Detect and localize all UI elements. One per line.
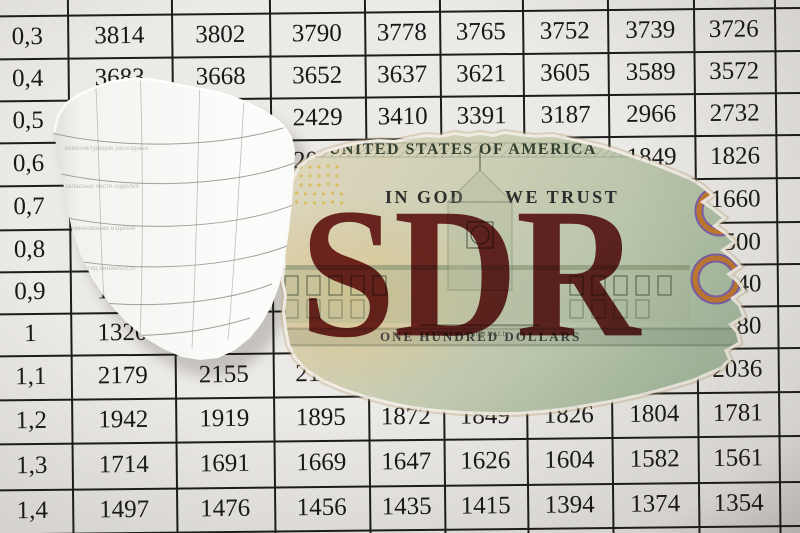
svg-text:комплектующие расходные: комплектующие расходные xyxy=(65,145,149,152)
svg-text:исполнение детали: исполнение детали xyxy=(76,265,135,272)
svg-text:запасные части изделия: запасные части изделия xyxy=(65,183,139,190)
svg-text:наименование изделия: наименование изделия xyxy=(65,225,136,232)
